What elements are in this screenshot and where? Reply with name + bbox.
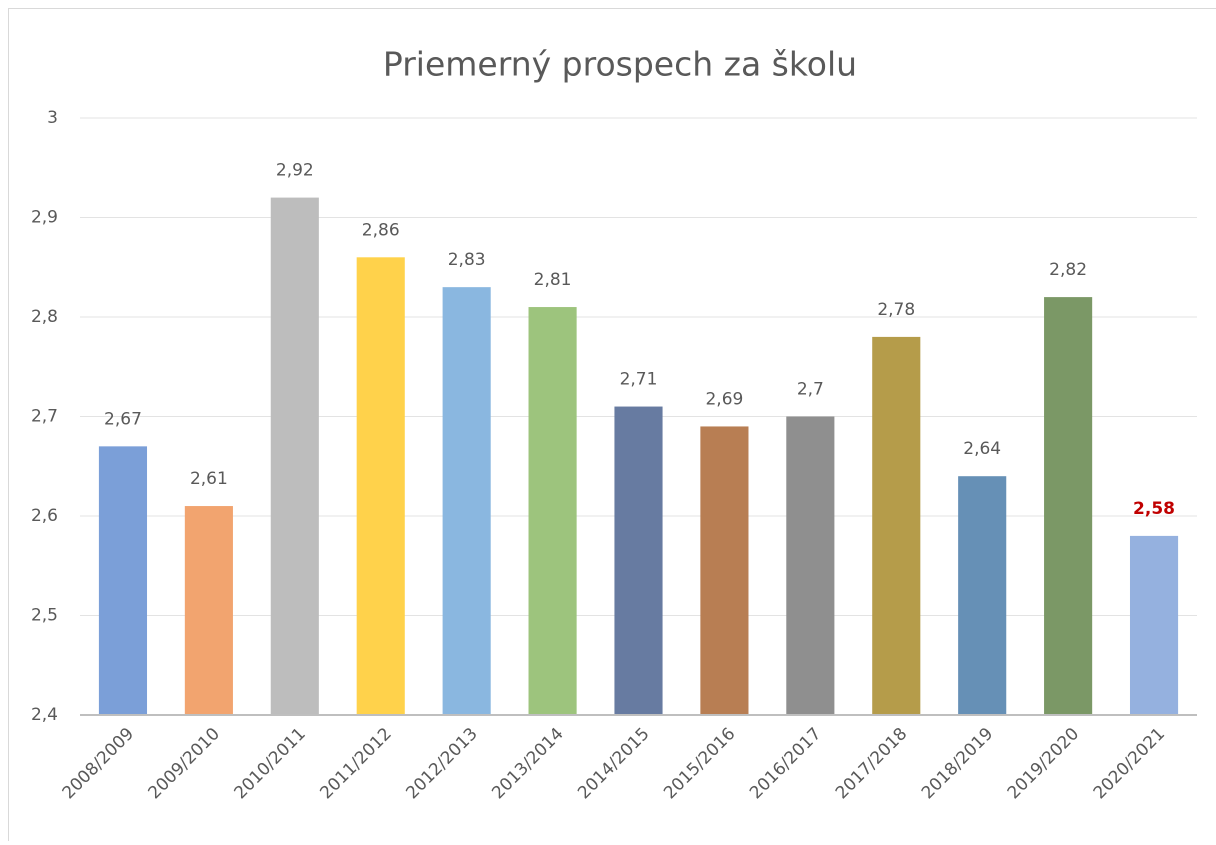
bar [700,426,748,715]
bar [786,417,834,716]
chart-border [9,9,1216,842]
data-label: 2,82 [1049,260,1087,280]
data-label: 2,92 [276,161,314,181]
x-tick-label: 2011/2012 [316,724,395,803]
x-tick-label: 2016/2017 [746,724,825,803]
x-tick-label: 2013/2014 [488,724,567,803]
x-tick-label: 2018/2019 [918,724,997,803]
bar [357,257,405,715]
x-tick-label: 2012/2013 [402,724,481,803]
x-tick-label: 2014/2015 [574,724,653,803]
bar [614,407,662,715]
y-tick-label: 3 [47,108,58,128]
data-label: 2,81 [534,270,572,290]
bar [185,506,233,715]
bar [872,337,920,715]
bar [99,446,147,715]
bar [271,198,319,715]
x-tick-label: 2015/2016 [660,724,739,803]
x-tick-label: 2020/2021 [1090,724,1169,803]
data-label: 2,7 [797,380,824,400]
data-label: 2,78 [877,300,915,320]
x-tick-label: 2019/2020 [1004,724,1083,803]
x-tick-label: 2009/2010 [145,724,224,803]
x-tick-label: 2010/2011 [230,724,309,803]
data-label: 2,71 [620,370,658,390]
data-label: 2,83 [448,250,486,270]
data-label: 2,69 [705,389,743,409]
bar [1130,536,1178,715]
bar [529,307,577,715]
y-tick-label: 2,7 [31,407,58,427]
bar [958,476,1006,715]
y-tick-label: 2,4 [31,705,58,725]
bar [443,287,491,715]
chart-title: Priemerný prospech za školu [383,45,857,84]
data-label: 2,64 [963,439,1001,459]
y-tick-label: 2,8 [31,307,58,327]
data-label: 2,67 [104,409,142,429]
bar [1044,297,1092,715]
data-label: 2,61 [190,469,228,489]
data-label: 2,58 [1133,499,1175,519]
y-tick-label: 2,9 [31,208,58,228]
y-tick-label: 2,5 [31,606,58,626]
x-tick-label: 2008/2009 [59,724,138,803]
y-tick-label: 2,6 [31,506,58,526]
x-tick-label: 2017/2018 [832,724,911,803]
data-label: 2,86 [362,220,400,240]
